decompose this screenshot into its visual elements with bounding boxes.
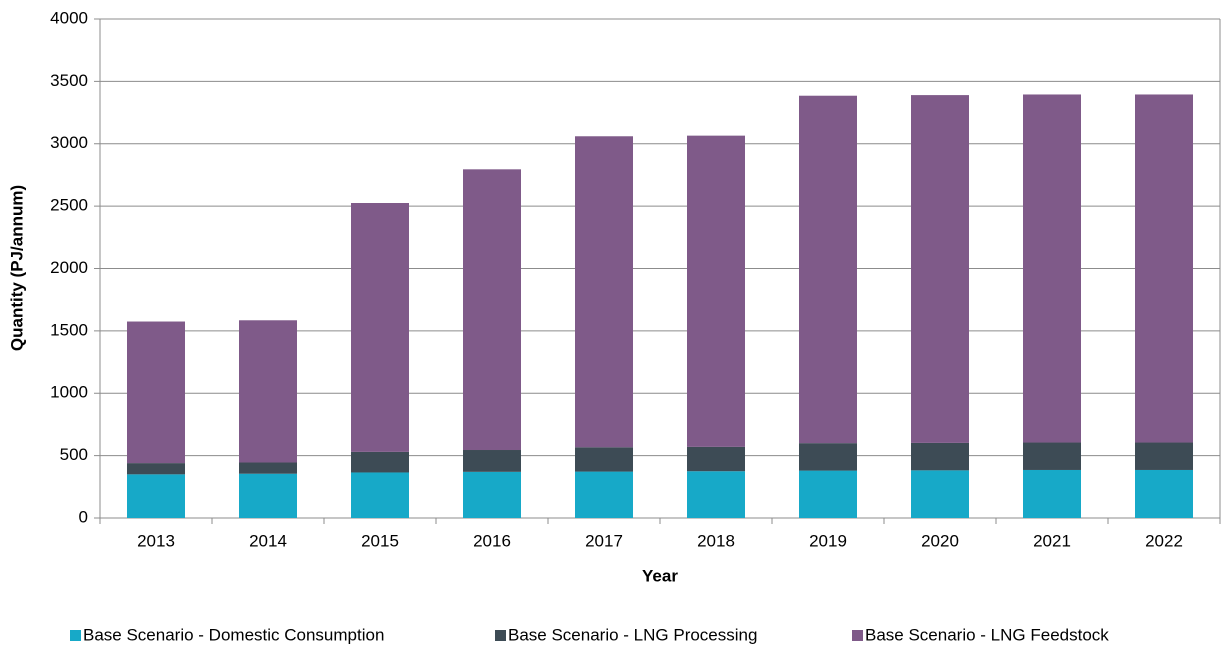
y-axis-title: Quantity (PJ/annum) [7,185,26,351]
bar-segment [1023,469,1081,518]
bar-segment [575,447,633,472]
bar-segment [127,321,185,464]
bar-segment [799,443,857,471]
x-tick-label: 2014 [249,531,287,550]
bar-segment [911,470,969,518]
y-tick-label: 2500 [50,196,88,215]
bar-segment [351,203,409,452]
bar-segment [127,463,185,475]
bar-segment [687,471,745,518]
y-tick-label: 1000 [50,383,88,402]
y-tick-label: 4000 [50,8,88,27]
x-tick-label: 2017 [585,531,623,550]
x-tick-label: 2021 [1033,531,1071,550]
bar-segment [687,135,745,447]
bar-segment [351,472,409,518]
bar-segment [575,136,633,448]
legend-swatch [70,630,81,641]
x-tick-label: 2013 [137,531,175,550]
bar-segment [463,169,521,451]
bar-segment [127,474,185,518]
bar-segment [1023,442,1081,470]
y-tick-label: 0 [79,507,88,526]
bar-segment [351,451,409,473]
bar-segment [239,320,297,463]
x-tick-label: 2015 [361,531,399,550]
bar-segment [1135,469,1193,518]
y-tick-label: 3500 [50,71,88,90]
bar-segment [911,95,969,443]
y-tick-label: 3000 [50,133,88,152]
bar-segment [911,442,969,471]
legend-label: Base Scenario - Domestic Consumption [83,625,384,644]
bar-segment [687,446,745,472]
y-tick-label: 500 [60,445,88,464]
bar-segment [575,471,633,518]
x-tick-label: 2020 [921,531,959,550]
bar-segment [1135,442,1193,470]
bar-segment [799,95,857,444]
legend-swatch [852,630,863,641]
legend-label: Base Scenario - LNG Feedstock [865,625,1109,644]
bar-segment [239,462,297,474]
bar-segment [1023,94,1081,443]
bar-segment [463,471,521,518]
y-tick-label: 1500 [50,320,88,339]
bar-segment [799,470,857,518]
legend-label: Base Scenario - LNG Processing [508,625,757,644]
x-tick-label: 2022 [1145,531,1183,550]
x-tick-label: 2016 [473,531,511,550]
bar-segment [463,450,521,472]
bar-segment [1135,94,1193,443]
y-tick-label: 2000 [50,258,88,277]
legend-swatch [495,630,506,641]
bar-segment [239,473,297,518]
x-tick-label: 2019 [809,531,847,550]
x-tick-label: 2018 [697,531,735,550]
x-axis-title: Year [642,566,678,585]
